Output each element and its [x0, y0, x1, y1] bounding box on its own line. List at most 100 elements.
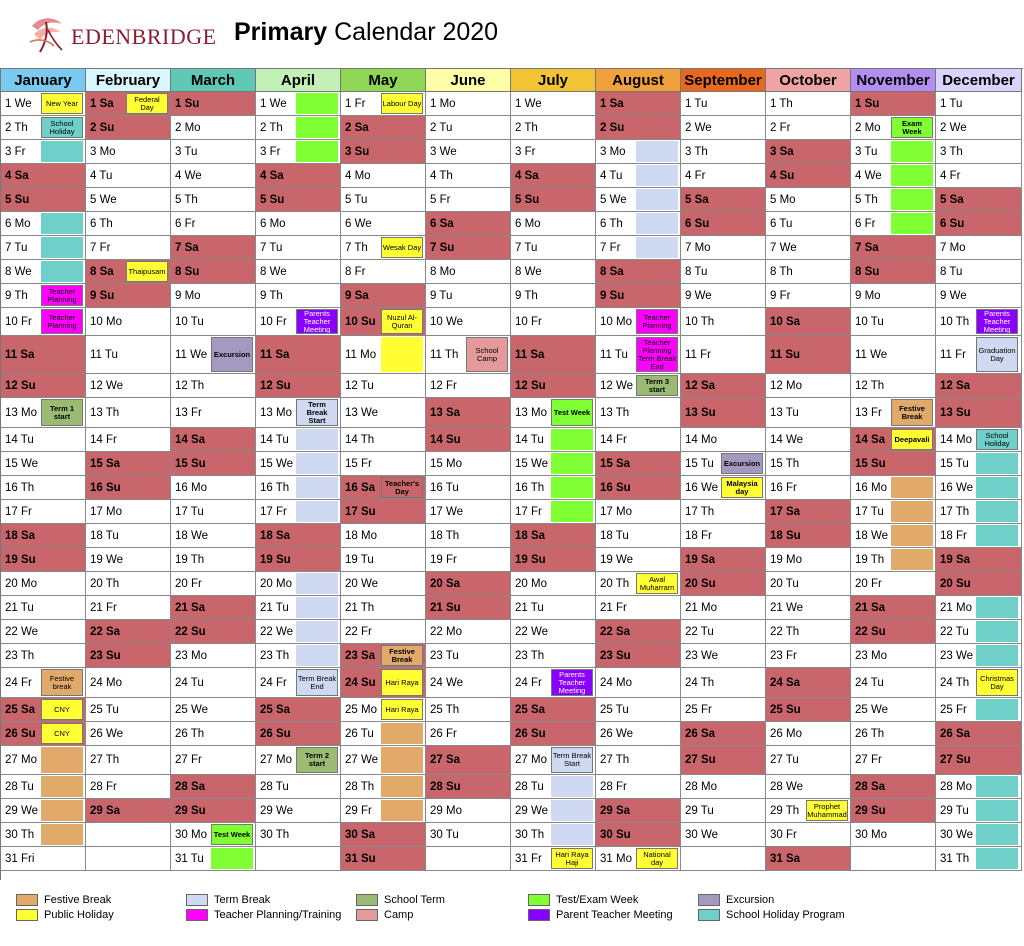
calendar-day-cell: 10 Tu	[851, 308, 936, 336]
event-marker: Parents Teacher Meeting	[976, 309, 1018, 334]
calendar-day-cell: 16 Sa Teacher's Day	[341, 476, 426, 500]
day-label: 27 Th	[90, 754, 120, 766]
day-label: 5 Su	[5, 193, 30, 206]
month-header-may: May	[341, 69, 426, 92]
day-label: 21 Tu	[5, 601, 34, 614]
day-label: 25 Tu	[600, 703, 629, 716]
calendar-day-cell: 10 Fr Parents Teacher Meeting	[256, 308, 341, 336]
calendar-day-cell: 29 We	[256, 799, 341, 823]
day-label: 11 Mo	[345, 348, 377, 361]
day-label: 11 Tu	[600, 348, 628, 361]
calendar-day-cell: 5 Tu	[341, 188, 426, 212]
calendar-day-cell: 6 We	[341, 212, 426, 236]
day-label: 1 Su	[175, 97, 200, 110]
day-label: 27 Fr	[855, 754, 882, 766]
calendar-day-cell: 12 Su	[1, 374, 86, 398]
day-label: 9 Su	[600, 289, 625, 302]
calendar-day-cell: 27 Th	[596, 746, 681, 775]
day-label: 16 We	[685, 481, 719, 494]
calendar-day-cell: 17 Fr	[256, 500, 341, 524]
calendar-day-cell: 10 Fr Teacher Planning	[1, 308, 86, 336]
day-label: 9 Th	[260, 289, 283, 302]
calendar-day-cell: 5 Mo	[766, 188, 851, 212]
day-label: 10 Sa	[770, 315, 801, 328]
event-marker: Graduation Day	[976, 337, 1018, 372]
event-marker: School Holiday	[41, 117, 83, 138]
day-label: 26 Su	[515, 727, 546, 740]
day-label: 30 Th	[260, 828, 290, 841]
day-label: 14 Fr	[600, 433, 627, 446]
calendar-day-cell: 4 We	[171, 164, 256, 188]
day-label: 4 Fr	[940, 169, 961, 182]
calendar-day-cell: 28 Tu	[511, 775, 596, 799]
day-label: 1 We	[515, 97, 542, 110]
day-label: 2 Sa	[345, 121, 369, 134]
calendar-day-cell: 16 Mo	[851, 476, 936, 500]
event-marker	[41, 237, 83, 258]
month-header-january: January	[1, 69, 86, 92]
day-label: 19 Su	[260, 553, 291, 566]
calendar-day-cell: 26 Su CNY	[1, 722, 86, 746]
calendar-day-cell: 26 Th	[171, 722, 256, 746]
day-label: 20 Th	[600, 577, 630, 590]
day-label: 25 We	[175, 703, 209, 716]
legend-swatch	[16, 894, 38, 906]
day-label: 13 Tu	[770, 406, 799, 419]
day-label: 14 Mo	[685, 433, 717, 446]
day-label: 17 Tu	[855, 505, 884, 518]
calendar-day-cell: 4 Fr	[681, 164, 766, 188]
event-marker: Term 1 start	[41, 399, 83, 426]
calendar-day-cell: 7 Sa	[171, 236, 256, 260]
calendar-day-cell: 24 Sa	[766, 668, 851, 698]
day-label: 20 Tu	[770, 577, 799, 590]
day-label: 26 Su	[260, 727, 291, 740]
event-marker: Teacher Planning	[41, 285, 83, 306]
day-label: 12 Th	[855, 379, 885, 392]
event-marker	[381, 723, 423, 744]
day-label: 15 Tu	[940, 457, 969, 470]
day-label: 4 Tu	[90, 169, 113, 182]
calendar-day-cell: 3 Fr	[1, 140, 86, 164]
day-label: 8 Fr	[345, 265, 366, 278]
day-label: 11 Fr	[685, 348, 711, 361]
day-label: 16 Su	[600, 481, 631, 494]
day-label: 22 Fr	[345, 625, 372, 638]
day-label: 3 Tu	[855, 145, 878, 158]
day-label: 31 Tu	[175, 852, 204, 865]
calendar-day-cell: 13 Tu	[766, 398, 851, 428]
event-marker	[891, 141, 933, 162]
day-label: 8 Mo	[430, 265, 456, 278]
event-marker: Excursion	[721, 453, 763, 474]
day-label: 27 Fr	[175, 754, 202, 766]
day-label: 11 We	[175, 348, 208, 361]
day-label: 28 We	[770, 780, 804, 793]
edenbridge-logo: EDENBRIDGE	[24, 12, 224, 56]
calendar-day-cell: 25 Tu	[86, 698, 171, 722]
day-label: 28 Mo	[940, 780, 972, 793]
day-label: 20 Mo	[515, 577, 547, 590]
calendar-day-cell: 2 Su	[86, 116, 171, 140]
legend-label: Excursion	[726, 894, 775, 906]
calendar-day-cell: 22 Mo	[426, 620, 511, 644]
calendar-day-cell: 5 Sa	[936, 188, 1022, 212]
day-label: 3 Th	[685, 145, 708, 158]
calendar-day-cell: 11 Sa	[256, 336, 341, 374]
day-label: 11 Fr	[940, 348, 966, 361]
day-label: 26 Fr	[430, 727, 457, 740]
calendar-empty-cell	[681, 847, 766, 871]
calendar-day-cell: 11 Th School Camp	[426, 336, 511, 374]
calendar-day-cell: 27 Th	[86, 746, 171, 775]
day-label: 12 Sa	[685, 379, 716, 392]
event-marker	[211, 848, 253, 869]
day-label: 15 Th	[770, 457, 800, 470]
day-label: 20 Mo	[5, 577, 37, 590]
day-label: 28 Su	[430, 780, 461, 793]
calendar-day-cell: 19 We	[86, 548, 171, 572]
day-label: 9 Sa	[345, 289, 369, 302]
day-label: 24 Tu	[175, 676, 204, 689]
calendar-day-cell: 27 Su	[681, 746, 766, 775]
day-label: 2 Mo	[175, 121, 201, 134]
day-label: 15 Tu	[685, 457, 714, 470]
day-label: 14 Th	[345, 433, 375, 446]
day-label: 10 Tu	[175, 315, 204, 328]
